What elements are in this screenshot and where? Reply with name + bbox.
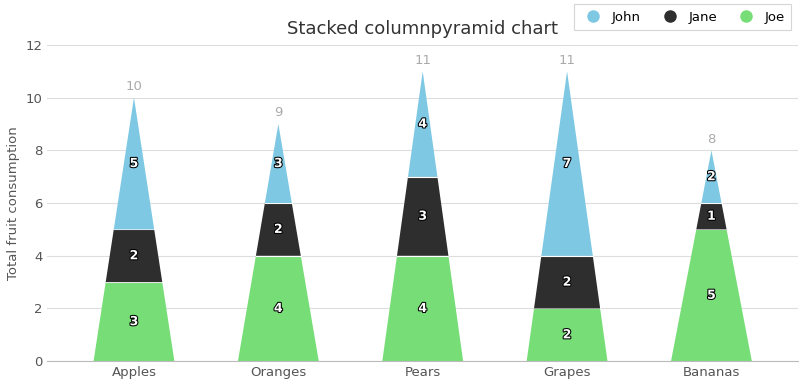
Polygon shape (93, 282, 175, 361)
Text: 5: 5 (707, 289, 716, 302)
Text: 2: 2 (274, 223, 283, 236)
Polygon shape (541, 71, 592, 256)
Text: 3: 3 (419, 210, 427, 223)
Polygon shape (105, 229, 163, 282)
Text: 2: 2 (563, 328, 572, 341)
Text: 4: 4 (274, 302, 283, 315)
Title: Stacked columnpyramid chart: Stacked columnpyramid chart (287, 20, 558, 38)
Text: 4: 4 (419, 117, 427, 130)
Text: 2: 2 (563, 276, 572, 289)
Text: 4: 4 (419, 302, 427, 315)
Text: 5: 5 (130, 157, 138, 170)
Text: 3: 3 (274, 157, 283, 170)
Text: 11: 11 (559, 54, 576, 66)
Polygon shape (382, 256, 463, 361)
Polygon shape (408, 71, 437, 177)
Text: 9: 9 (275, 106, 283, 119)
Y-axis label: Total fruit consumption: Total fruit consumption (7, 126, 20, 280)
Polygon shape (696, 203, 727, 229)
Text: 2: 2 (130, 249, 138, 262)
Polygon shape (534, 256, 601, 308)
Text: 10: 10 (126, 80, 142, 93)
Polygon shape (256, 203, 301, 256)
Polygon shape (701, 151, 721, 203)
Text: 1: 1 (707, 210, 716, 223)
Polygon shape (114, 98, 155, 229)
Text: 11: 11 (415, 54, 431, 66)
Text: 8: 8 (708, 133, 716, 146)
Polygon shape (397, 177, 448, 256)
Polygon shape (526, 308, 608, 361)
Polygon shape (265, 124, 292, 203)
Text: 2: 2 (707, 170, 716, 183)
Polygon shape (238, 256, 319, 361)
Legend: John, Jane, Joe: John, Jane, Joe (574, 4, 791, 30)
Polygon shape (671, 229, 752, 361)
Text: 7: 7 (563, 157, 572, 170)
Text: 3: 3 (130, 315, 138, 328)
